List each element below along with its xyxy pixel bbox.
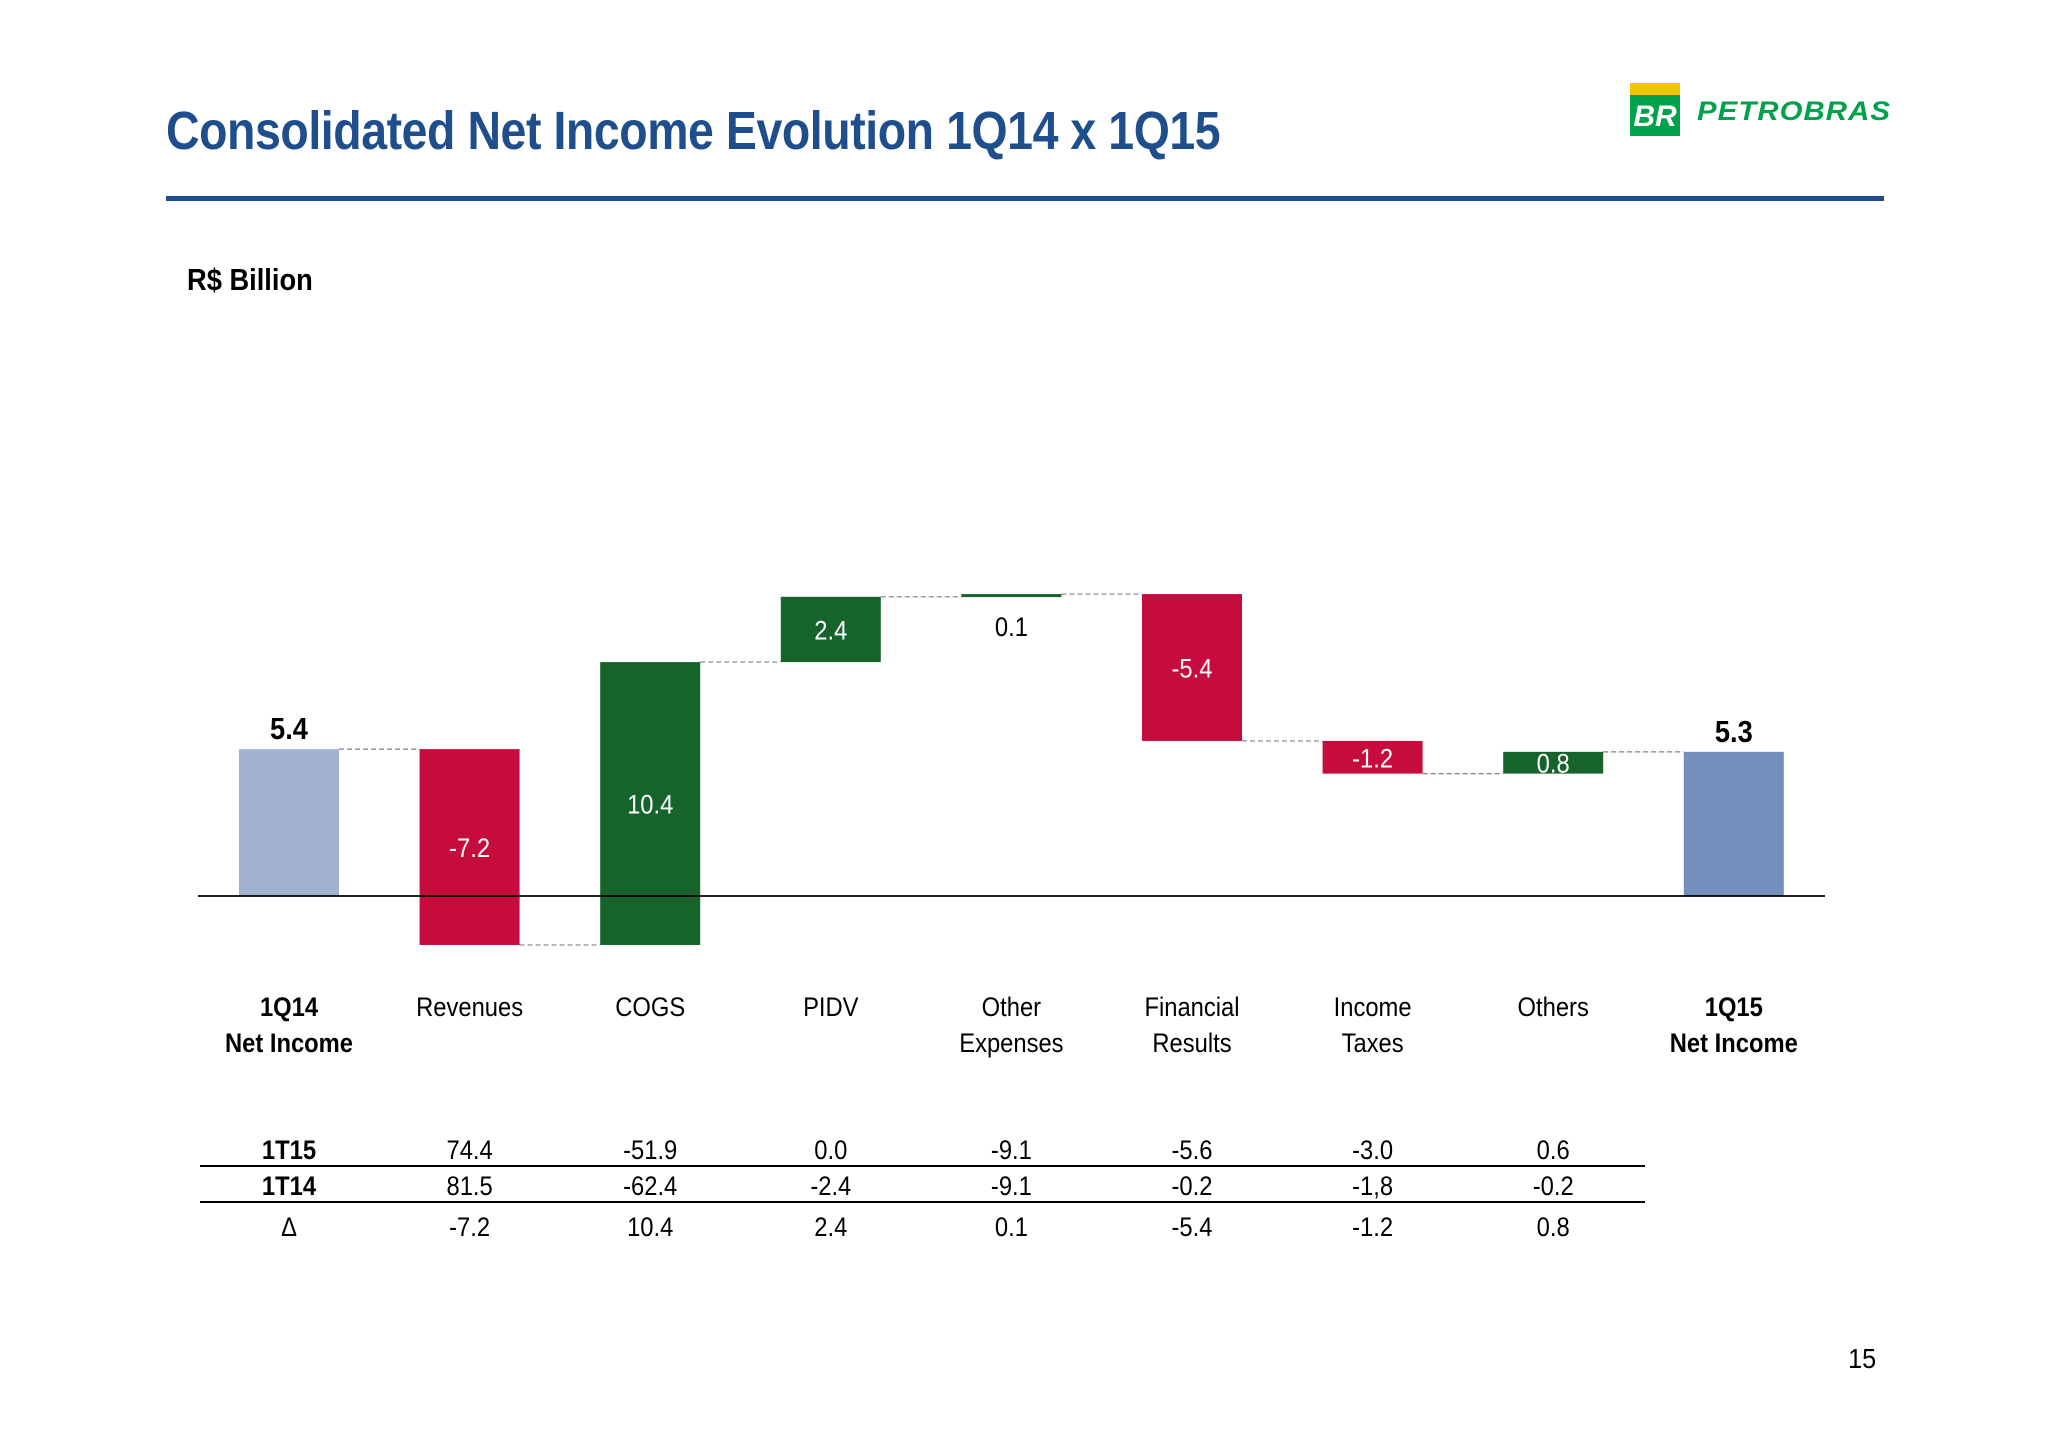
bar-value-label: -7.2: [449, 834, 490, 864]
category-label: 1Q15: [1705, 993, 1763, 1023]
category-label: Taxes: [1342, 1029, 1404, 1059]
waterfall-bar: [961, 594, 1062, 598]
table-cell: -9.1: [991, 1172, 1032, 1202]
waterfall-bar: [1322, 740, 1423, 774]
table-row-label: Δ: [281, 1213, 297, 1243]
bar-value-label: 5.4: [270, 713, 309, 747]
waterfall-bar: [1142, 594, 1242, 741]
table-cell: 0.6: [1537, 1136, 1570, 1166]
bar-value-label: -1.2: [1352, 744, 1393, 774]
category-label: Other: [982, 993, 1042, 1023]
table-cell: -0.2: [1172, 1172, 1213, 1202]
logo-green-block: [1630, 95, 1680, 136]
table-cell: 74.4: [446, 1136, 492, 1166]
table-cell: -5.4: [1172, 1213, 1213, 1243]
table-cell: -62.4: [623, 1172, 677, 1202]
waterfall-bar: [600, 662, 701, 945]
unit-label: R$ Billion: [187, 262, 313, 297]
table-cell: 2.4: [814, 1213, 847, 1243]
category-label: Results: [1152, 1029, 1231, 1059]
table-cell: -3.0: [1352, 1136, 1393, 1166]
table-cell: -1.2: [1352, 1213, 1393, 1243]
table-cell: -5.6: [1172, 1136, 1213, 1166]
bar-value-label: 5.3: [1715, 715, 1753, 749]
category-label: 1Q14: [260, 993, 318, 1023]
category-label: Revenues: [416, 993, 523, 1023]
table-cell: 10.4: [627, 1213, 673, 1243]
table-cell: -9.1: [991, 1136, 1032, 1166]
table-row-label: 1T14: [262, 1172, 316, 1202]
page-title: Consolidated Net Income Evolution 1Q14 x…: [166, 101, 1221, 161]
category-label: Expenses: [959, 1029, 1063, 1059]
category-label: PIDV: [803, 993, 858, 1023]
table-cell: -1,8: [1352, 1172, 1393, 1202]
table-cell: 81.5: [446, 1172, 492, 1202]
category-label: Income: [1334, 993, 1412, 1023]
table-row-label: 1T15: [262, 1136, 316, 1166]
waterfall-bar: [239, 749, 339, 896]
title-divider: [166, 196, 1884, 201]
waterfall-bar: [780, 596, 881, 663]
bar-value-label: 2.4: [814, 616, 847, 646]
logo-brand-text: PETROBRAS: [1697, 96, 1891, 126]
table-cell: -51.9: [623, 1136, 677, 1166]
waterfall-bar: [1503, 751, 1604, 774]
table-cell: -0.2: [1533, 1172, 1574, 1202]
page-number: 15: [1847, 1343, 1876, 1374]
bar-value-label: -5.4: [1172, 654, 1213, 684]
category-label: Financial: [1144, 993, 1239, 1023]
bar-value-label: 10.4: [627, 790, 673, 820]
category-label: Net Income: [225, 1029, 353, 1059]
petrobras-logo: BR PETROBRAS: [1630, 83, 1891, 136]
table-cell: -7.2: [449, 1213, 490, 1243]
table-cell: -2.4: [810, 1172, 851, 1202]
logo-mark-text: BR: [1633, 100, 1677, 133]
category-label: COGS: [615, 993, 685, 1023]
bar-value-label: 0.1: [995, 613, 1028, 643]
waterfall-bar: [1683, 751, 1784, 896]
table-cell: 0.1: [995, 1213, 1028, 1243]
table-cell: 0.8: [1537, 1213, 1570, 1243]
waterfall-bar: [419, 749, 520, 945]
category-label: Net Income: [1670, 1029, 1798, 1059]
bar-value-label: 0.8: [1537, 749, 1570, 779]
table-cell: 0.0: [814, 1136, 847, 1166]
category-label: Others: [1518, 993, 1589, 1023]
logo-yellow-band: [1630, 83, 1680, 95]
